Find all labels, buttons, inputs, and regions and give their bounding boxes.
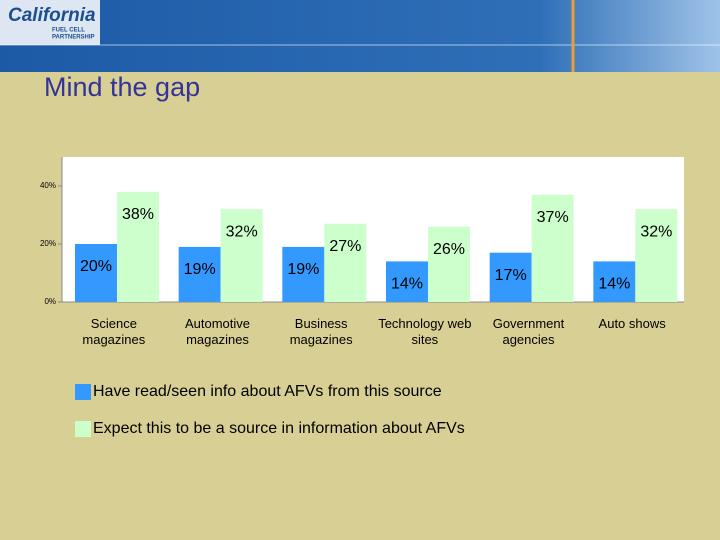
legend-item: Have read/seen info about AFVs from this… [75, 383, 442, 401]
bar [635, 209, 678, 302]
bar [324, 223, 367, 302]
value-label: 32% [640, 223, 672, 240]
y-tick-label: 20% [40, 239, 56, 248]
x-tick-label: Automotive magazines [184, 316, 251, 347]
value-label: 19% [184, 261, 216, 278]
bar [593, 261, 636, 302]
value-label: 27% [329, 238, 361, 255]
bar [220, 209, 263, 302]
logo: California [8, 5, 96, 26]
value-label: 17% [495, 267, 527, 284]
bar [531, 194, 574, 302]
value-label: 37% [537, 209, 569, 226]
x-tick-label: Technology web sites [378, 316, 472, 347]
bar [117, 191, 159, 302]
x-tick-label: Business magazines [289, 316, 353, 347]
y-tick-label: 0% [44, 297, 56, 306]
legend-swatch [75, 384, 91, 400]
bar [178, 246, 221, 302]
chart-title: Mind the gap [44, 72, 200, 102]
value-label: 26% [433, 241, 465, 258]
value-label: 14% [598, 276, 630, 293]
legend-swatch [75, 421, 91, 437]
x-tick-label: Science magazines [82, 316, 146, 347]
bar [386, 261, 428, 302]
legend-item: Expect this to be a source in informatio… [75, 420, 465, 438]
logo-line: FUEL CELL [52, 28, 85, 34]
value-label: 20% [80, 258, 112, 275]
x-tick-label: Auto shows [598, 316, 666, 331]
logo-line: PARTNERSHIP [52, 35, 95, 41]
header-band [0, 0, 720, 72]
legend-label: Have read/seen info about AFVs from this… [93, 383, 442, 400]
x-tick-label: Government agencies [492, 316, 565, 347]
plot-area [62, 157, 684, 302]
bar [75, 244, 117, 302]
bar [282, 246, 325, 302]
value-label: 14% [391, 276, 423, 293]
bar [428, 226, 470, 302]
value-label: 19% [287, 261, 319, 278]
bar [489, 252, 532, 302]
legend-label: Expect this to be a source in informatio… [93, 420, 465, 437]
value-label: 32% [226, 223, 258, 240]
y-tick-label: 40% [40, 181, 56, 190]
value-label: 38% [122, 206, 154, 223]
logo-box [0, 0, 100, 45]
